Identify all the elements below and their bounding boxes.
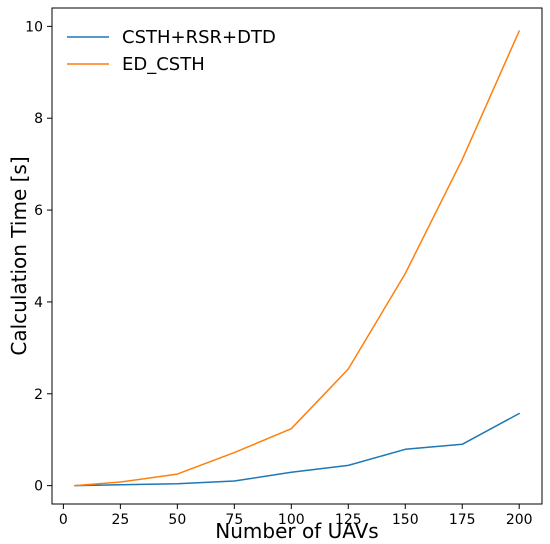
y-axis-title: Calculation Time [s] bbox=[7, 156, 31, 355]
y-tick-label: 2 bbox=[34, 387, 43, 403]
x-tick-label: 0 bbox=[59, 512, 68, 528]
series-lines bbox=[74, 30, 520, 487]
x-tick-label: 25 bbox=[111, 512, 129, 528]
legend-label-ed-csth: ED_CSTH bbox=[122, 54, 205, 75]
x-tick-label: 200 bbox=[506, 512, 533, 528]
y-tick-label: 8 bbox=[34, 111, 43, 127]
series-line-0 bbox=[74, 412, 520, 487]
x-tick-label: 100 bbox=[278, 512, 305, 528]
x-tick-label: 125 bbox=[335, 512, 362, 528]
x-tick-label: 75 bbox=[225, 512, 243, 528]
x-tick-label: 50 bbox=[168, 512, 186, 528]
legend: CSTH+RSR+DTD ED_CSTH bbox=[67, 27, 276, 75]
plot-frame bbox=[51, 7, 543, 505]
y-tick-label: 10 bbox=[25, 19, 43, 35]
x-tick-label: 175 bbox=[449, 512, 476, 528]
series-line-1 bbox=[74, 30, 520, 487]
x-axis-ticks: 0 25 50 75 100 125 150 175 200 bbox=[59, 504, 533, 528]
y-axis-ticks: 0 2 4 6 8 10 bbox=[25, 19, 52, 495]
legend-label-csth-rsr-dtd: CSTH+RSR+DTD bbox=[122, 27, 276, 48]
y-tick-label: 0 bbox=[34, 479, 43, 495]
y-tick-label: 4 bbox=[34, 295, 43, 311]
x-axis-title: Number of UAVs bbox=[215, 519, 378, 543]
x-tick-label: 150 bbox=[392, 512, 419, 528]
y-tick-label: 6 bbox=[34, 203, 43, 219]
